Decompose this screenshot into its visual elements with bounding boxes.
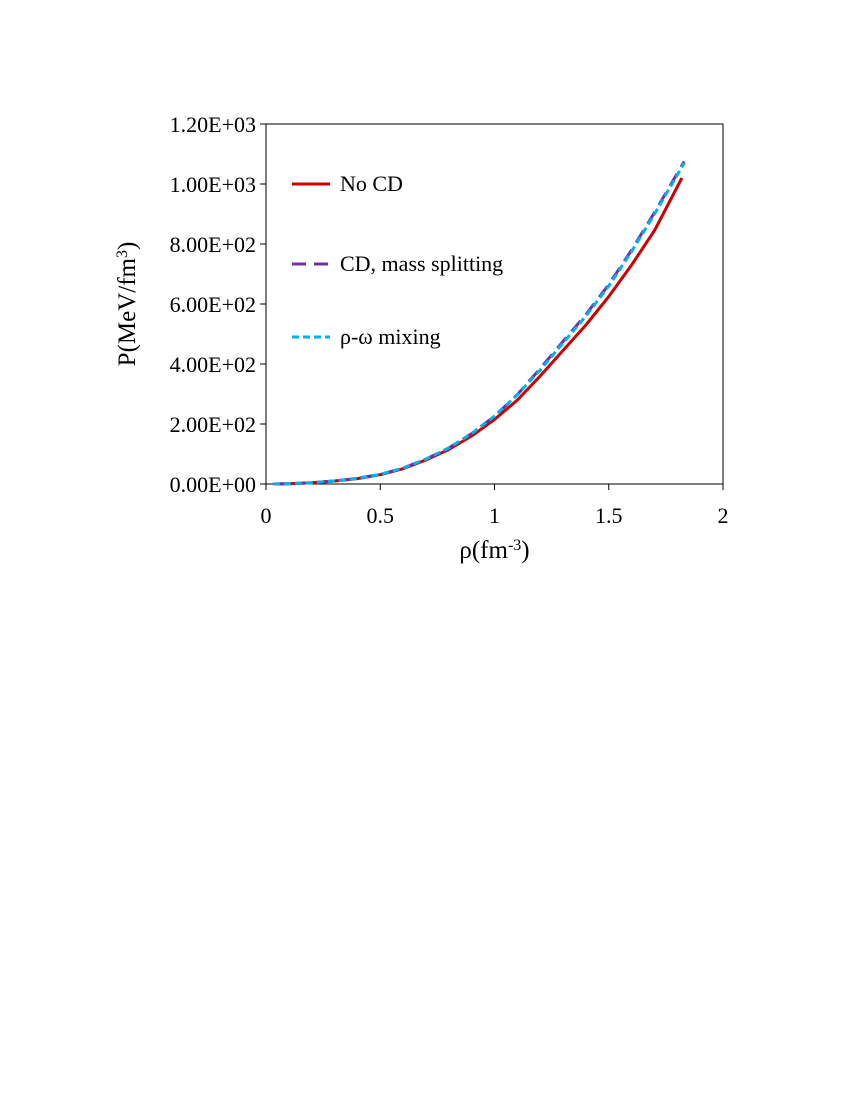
y-tick-label: 1.20E+03 bbox=[170, 112, 256, 137]
series-line-1 bbox=[272, 177, 684, 486]
x-axis-title-base: ρ(fm bbox=[459, 537, 508, 564]
y-axis-title-tail: ) bbox=[114, 242, 141, 250]
y-tick-label: 0.00E+00 bbox=[170, 472, 256, 497]
x-tick-label: 0.5 bbox=[367, 503, 395, 528]
y-axis-ticks: 0.00E+00 2.00E+02 4.00E+02 6.00E+02 8.00E+02… bbox=[170, 112, 266, 497]
x-axis-title-tail: ) bbox=[521, 537, 529, 564]
x-axis-title-sup: -3 bbox=[508, 537, 521, 554]
x-tick-label: 0 bbox=[261, 503, 272, 528]
x-tick-label: 2 bbox=[718, 503, 729, 528]
legend-label: No CD bbox=[340, 171, 403, 196]
legend-label: ρ-ω mixing bbox=[340, 324, 441, 349]
y-tick-label: 8.00E+02 bbox=[170, 232, 256, 257]
x-tick-label: 1.5 bbox=[595, 503, 623, 528]
series-line-2 bbox=[272, 160, 686, 486]
y-tick-label: 4.00E+02 bbox=[170, 352, 256, 377]
y-tick-label: 6.00E+02 bbox=[170, 292, 256, 317]
y-axis-title: P(MeV/fm3) bbox=[114, 242, 142, 367]
x-axis-title: ρ(fm-3) bbox=[459, 537, 529, 565]
y-axis-title-base: P(MeV/fm bbox=[114, 257, 141, 366]
series-lines bbox=[272, 160, 686, 486]
y-tick-label: 1.00E+03 bbox=[170, 172, 256, 197]
series-line-3 bbox=[272, 162, 686, 486]
y-axis-title-sup: 3 bbox=[114, 250, 131, 258]
x-axis-ticks: 0 0.5 1 1.5 2 bbox=[261, 484, 729, 528]
legend: No CD CD, mass splitting ρ-ω mixing bbox=[292, 171, 503, 349]
plot-frame bbox=[265, 123, 724, 485]
legend-label: CD, mass splitting bbox=[340, 251, 503, 276]
x-tick-label: 1 bbox=[489, 503, 500, 528]
y-tick-label: 2.00E+02 bbox=[170, 412, 256, 437]
